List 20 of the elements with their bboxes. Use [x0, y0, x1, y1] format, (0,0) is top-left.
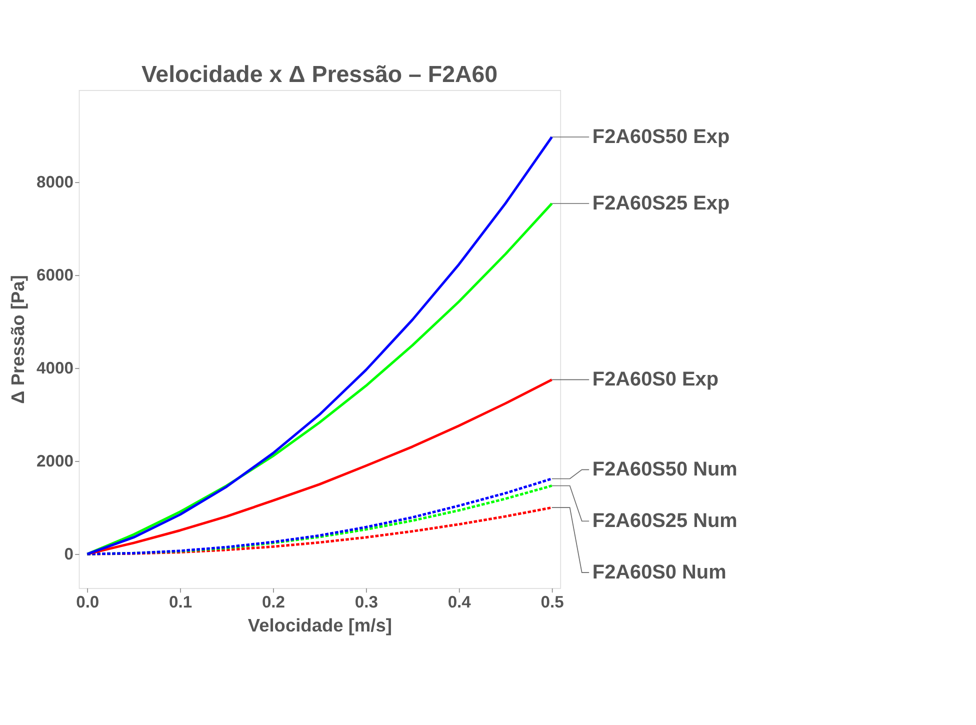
x-tick-label: 0.2 [262, 592, 285, 612]
y-axis-title: Δ Pressão [Pa] [7, 275, 28, 404]
x-tick-label: 0.0 [76, 592, 100, 612]
x-tick-label: 0.3 [354, 592, 378, 612]
y-tick-label: 6000 [36, 266, 74, 285]
y-tick-label: 0 [64, 544, 74, 564]
x-tick-label: 0.1 [169, 592, 192, 612]
text: F2A60S50 Exp [592, 126, 730, 148]
text: F2A60S25 Exp [592, 192, 730, 214]
x-axis-title: Velocidade [m/s] [248, 614, 392, 636]
chart-title: Velocidade x Δ Pressão – F2A60 [141, 60, 498, 87]
x-tick-label: 0.5 [540, 592, 564, 612]
text: F2A60S0 Exp [592, 368, 719, 391]
text: F2A60S0 Num [592, 561, 726, 584]
text: F2A60S25 Num [592, 510, 738, 532]
text: F2A60S50 Num [592, 458, 738, 480]
y-tick-label: 2000 [36, 451, 74, 470]
x-tick-label: 0.4 [448, 592, 472, 612]
y-tick-label: 4000 [36, 358, 74, 378]
y-tick-label: 8000 [36, 172, 74, 192]
